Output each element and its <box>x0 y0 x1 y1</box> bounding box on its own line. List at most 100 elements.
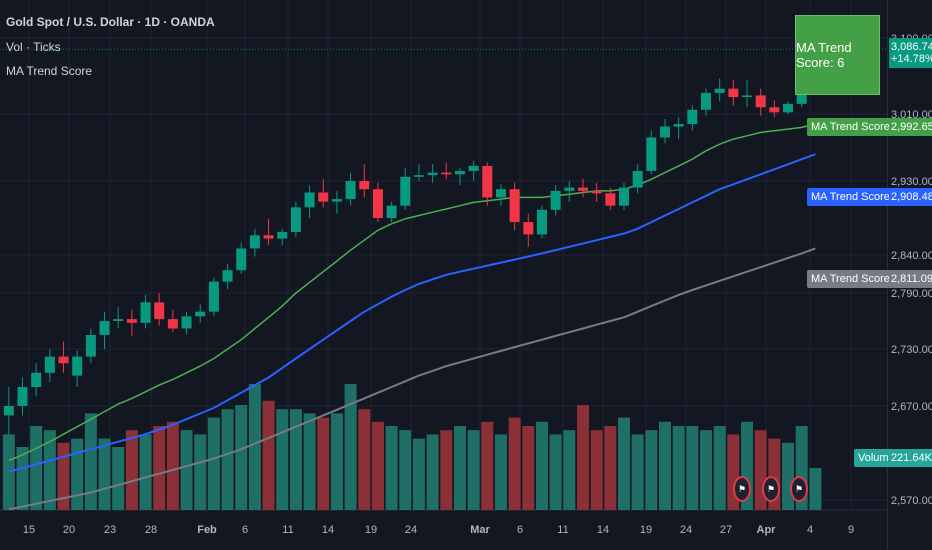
candle-body <box>618 187 629 206</box>
volume-bar <box>617 417 630 510</box>
volume-bar <box>289 409 302 510</box>
candle-body <box>181 316 192 329</box>
candle-body <box>208 281 219 312</box>
candle-body <box>468 165 479 171</box>
candle-body <box>318 192 329 202</box>
volume-bar <box>522 426 535 510</box>
volume-bar <box>631 434 644 510</box>
volume-bar <box>426 434 439 510</box>
ma3-tag-value: 2,811.091 <box>889 270 932 288</box>
candle-body <box>646 137 657 171</box>
candle-body <box>113 319 124 321</box>
y-tick-label: 2,730.000 <box>891 344 932 356</box>
candle-body <box>591 190 602 194</box>
volume-bar <box>700 430 713 510</box>
volume-bar <box>317 417 330 510</box>
x-tick-label: 9 <box>848 524 854 536</box>
candle-body <box>372 189 383 218</box>
candle-body <box>687 109 698 125</box>
volume-bar <box>125 430 138 510</box>
volume-bar <box>686 426 699 510</box>
x-tick-label: 24 <box>405 524 417 536</box>
ma-trend-score-box: MA Trend Score: 6 <box>795 15 880 95</box>
x-tick-label: 4 <box>807 524 813 536</box>
volume-bar <box>399 430 412 510</box>
volume-tag-label: Volume <box>854 449 899 467</box>
volume-bar <box>180 430 193 510</box>
candle-body <box>126 319 137 323</box>
volume-bar <box>30 426 43 510</box>
volume-bar <box>385 426 398 510</box>
candle-body <box>386 205 397 218</box>
candle-body <box>167 319 178 329</box>
volume-bar <box>207 417 220 510</box>
volume-bar <box>371 421 384 510</box>
volume-bar <box>604 426 617 510</box>
x-tick-label: 11 <box>557 524 568 536</box>
volume-bar <box>71 438 84 510</box>
x-tick-label: 28 <box>145 524 157 536</box>
x-tick-label: Mar <box>470 524 490 536</box>
candle-body <box>577 187 588 191</box>
candle-body <box>441 172 452 175</box>
x-tick-label: 15 <box>23 524 35 536</box>
volume-bar <box>563 430 576 510</box>
candle-body <box>263 235 274 239</box>
volume-bar <box>262 400 275 510</box>
candle-body <box>31 372 42 387</box>
volume-bar <box>235 405 248 510</box>
volume-bar <box>57 442 70 510</box>
candle-body <box>17 387 28 406</box>
last-price-value: 3,086.745 <box>891 41 932 53</box>
x-tick-label: 11 <box>282 524 293 536</box>
candle-body <box>72 356 83 376</box>
candle-body <box>277 231 288 239</box>
x-tick-label: 6 <box>242 524 248 536</box>
candle-body <box>673 124 684 127</box>
volume-indicator-label[interactable]: Vol · Ticks <box>6 40 61 54</box>
candle-body <box>564 187 575 191</box>
candle-body <box>154 302 165 320</box>
x-tick-label: 19 <box>365 524 377 536</box>
volume-bar <box>194 434 207 510</box>
candle-body <box>523 222 534 235</box>
flag-icon[interactable]: ⚑ <box>790 476 808 502</box>
volume-bar <box>358 409 371 510</box>
candle-body <box>3 406 14 416</box>
ma3-line <box>8 247 816 511</box>
candle-body <box>99 321 110 335</box>
candle-body <box>550 190 561 210</box>
volume-bar <box>248 384 261 510</box>
symbol-title[interactable]: Gold Spot / U.S. Dollar · 1D · OANDA <box>6 15 215 29</box>
candle-body <box>482 165 493 198</box>
y-tick-label: 2,570.000 <box>891 495 932 507</box>
volume-bar <box>494 434 507 510</box>
volume-bar <box>2 434 15 510</box>
volume-bar <box>549 434 562 510</box>
candle-body <box>413 175 424 177</box>
volume-bar <box>658 421 671 510</box>
volume-bar <box>508 417 521 510</box>
ma2-line <box>8 153 816 473</box>
y-tick-label: 2,840.000 <box>891 250 932 262</box>
x-tick-label: 23 <box>104 524 116 536</box>
flag-icon[interactable]: ⚑ <box>733 476 751 502</box>
candle-body <box>495 189 506 198</box>
volume-bar <box>467 430 480 510</box>
volume-bar <box>166 421 179 510</box>
candle-body <box>509 189 520 223</box>
volume-bar <box>782 442 795 510</box>
candle-body <box>605 193 616 206</box>
candle-body <box>44 356 55 373</box>
volume-bar <box>809 468 822 510</box>
flag-icon[interactable]: ⚑ <box>762 476 780 502</box>
ma2-tag-value: 2,908.488 <box>889 188 932 206</box>
x-tick-label: 20 <box>63 524 75 536</box>
x-tick-label: Feb <box>197 524 217 536</box>
candle-body <box>769 107 780 113</box>
last-price-tag: 3,086.745 +14.78% <box>889 38 932 68</box>
candle-body <box>427 172 438 176</box>
volume-bar <box>481 421 494 510</box>
ma-trend-indicator-label[interactable]: MA Trend Score <box>6 64 93 78</box>
